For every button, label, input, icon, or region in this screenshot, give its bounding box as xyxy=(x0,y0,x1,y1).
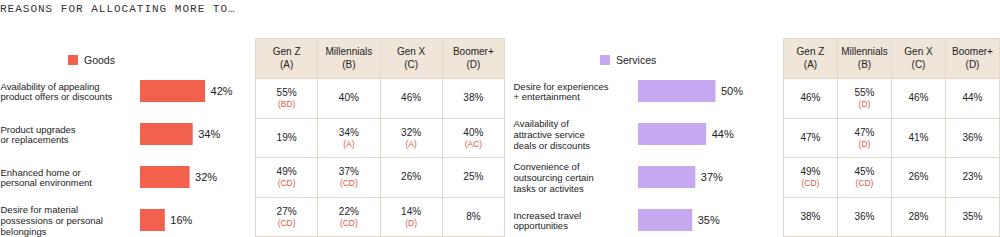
svg-text:Desire for materialpossessions: Desire for materialpossessions or person… xyxy=(1,204,103,237)
html-text:23%: 23% xyxy=(962,171,983,183)
html-text:(C): (C) xyxy=(911,58,926,70)
html-text:46%: 46% xyxy=(908,92,929,104)
svg-text:Increased travelopportunities: Increased travelopportunities xyxy=(514,210,582,232)
html-text:(CD): (CD) xyxy=(277,178,296,189)
html-text:32%: 32% xyxy=(401,126,422,138)
html-text:(BD): (BD) xyxy=(277,99,296,110)
svg-text:Convenience ofoutsourcing cert: Convenience ofoutsourcing certaintasks o… xyxy=(514,161,594,194)
html-text:(CD): (CD) xyxy=(339,217,358,228)
html-text:37%: 37% xyxy=(338,166,359,178)
html-text:8%: 8% xyxy=(466,210,481,222)
svg-text:44%: 44% xyxy=(712,128,734,140)
html-text:(A): (A) xyxy=(280,58,294,70)
html-text:47%: 47% xyxy=(800,131,821,143)
html-text:Gen Z: Gen Z xyxy=(272,46,301,57)
html-text:46%: 46% xyxy=(401,92,422,104)
html-text:REASONS FOR ALLOCATING MORE TO: REASONS FOR ALLOCATING MORE TO… xyxy=(0,3,236,15)
html-text:36%: 36% xyxy=(962,131,983,143)
html-text:(A): (A) xyxy=(343,138,355,149)
svg-text:42%: 42% xyxy=(211,85,233,97)
html-text:(D): (D) xyxy=(466,58,481,70)
html-text:Gen X: Gen X xyxy=(396,46,426,57)
html-text:26%: 26% xyxy=(401,171,422,183)
svg-text:37%: 37% xyxy=(701,171,723,183)
html-text:Services: Services xyxy=(616,54,657,66)
html-text:36%: 36% xyxy=(854,210,875,222)
html-text:Gen X: Gen X xyxy=(904,46,933,57)
html-text:45%: 45% xyxy=(854,166,875,178)
svg-text:Product upgradesor replacement: Product upgradesor replacements xyxy=(1,124,76,146)
html-text:Boomer+: Boomer+ xyxy=(452,46,494,57)
html-text:55%: 55% xyxy=(854,87,875,99)
html-text:25%: 25% xyxy=(463,171,484,183)
html-text:40%: 40% xyxy=(338,92,359,104)
html-text:(CD): (CD) xyxy=(277,217,296,228)
html-text:Gen Z: Gen Z xyxy=(796,46,825,57)
html-text:(C): (C) xyxy=(404,58,419,70)
html-text:Millennials: Millennials xyxy=(325,46,373,57)
html-text:(D): (D) xyxy=(858,138,871,149)
html-text:49%: 49% xyxy=(276,166,297,178)
svg-text:16%: 16% xyxy=(170,214,192,226)
html-text:38%: 38% xyxy=(800,210,821,222)
html-text:Goods: Goods xyxy=(84,54,115,66)
html-text:41%: 41% xyxy=(908,131,929,143)
html-text:44%: 44% xyxy=(962,92,983,104)
html-text:(CD): (CD) xyxy=(801,178,820,189)
html-text:19%: 19% xyxy=(276,131,297,143)
html-text:(D): (D) xyxy=(405,217,417,228)
html-text:(D): (D) xyxy=(858,99,871,110)
html-text:(B): (B) xyxy=(342,58,356,70)
svg-text:50%: 50% xyxy=(721,85,743,97)
html-text:(B): (B) xyxy=(857,58,872,70)
svg-text:Desire for experiences+ entert: Desire for experiences+ entertainment xyxy=(514,81,609,103)
html-text:40%: 40% xyxy=(463,126,484,138)
svg-text:34%: 34% xyxy=(198,128,220,140)
html-text:(CD): (CD) xyxy=(339,178,358,189)
html-text:28%: 28% xyxy=(908,210,929,222)
html-text:35%: 35% xyxy=(962,210,983,222)
html-text:(A): (A) xyxy=(405,138,417,149)
html-text:38%: 38% xyxy=(463,92,484,104)
html-text:22%: 22% xyxy=(338,205,359,217)
html-text:55%: 55% xyxy=(276,87,297,99)
html-text:(AC): (AC) xyxy=(464,138,483,149)
html-text:Millennials: Millennials xyxy=(841,46,888,57)
html-text:(A): (A) xyxy=(803,58,818,70)
html-text:(D): (D) xyxy=(965,58,980,70)
html-text:34%: 34% xyxy=(338,126,359,138)
html-text:(CD): (CD) xyxy=(855,178,874,189)
html-text:46%: 46% xyxy=(800,92,821,104)
html-text:47%: 47% xyxy=(854,126,875,138)
svg-text:Availability of appealingprodu: Availability of appealingproduct offers … xyxy=(1,81,113,103)
html-text:26%: 26% xyxy=(908,171,929,183)
html-text:Boomer+: Boomer+ xyxy=(952,46,993,57)
html-text:27%: 27% xyxy=(276,205,297,217)
svg-text:32%: 32% xyxy=(195,171,217,183)
svg-text:Enhanced home orpersonal envir: Enhanced home orpersonal environment xyxy=(1,167,93,189)
svg-text:35%: 35% xyxy=(698,214,720,226)
html-text:49%: 49% xyxy=(800,166,821,178)
svg-text:Availability ofattractive serv: Availability ofattractive servicedeals o… xyxy=(514,118,591,151)
html-text:14%: 14% xyxy=(401,205,422,217)
